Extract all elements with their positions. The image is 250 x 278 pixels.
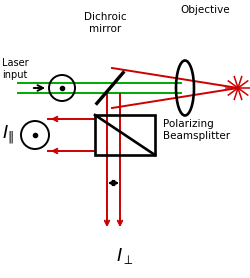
Text: Objective: Objective bbox=[180, 5, 230, 15]
Text: $I_{\perp}$: $I_{\perp}$ bbox=[116, 246, 134, 266]
Text: Dichroic
mirror: Dichroic mirror bbox=[84, 12, 126, 34]
Bar bbox=[95, 115, 155, 155]
Text: Laser
input: Laser input bbox=[2, 58, 29, 80]
Text: Polarizing
Beamsplitter: Polarizing Beamsplitter bbox=[163, 119, 230, 141]
Text: $I_{\|}$: $I_{\|}$ bbox=[2, 124, 14, 146]
